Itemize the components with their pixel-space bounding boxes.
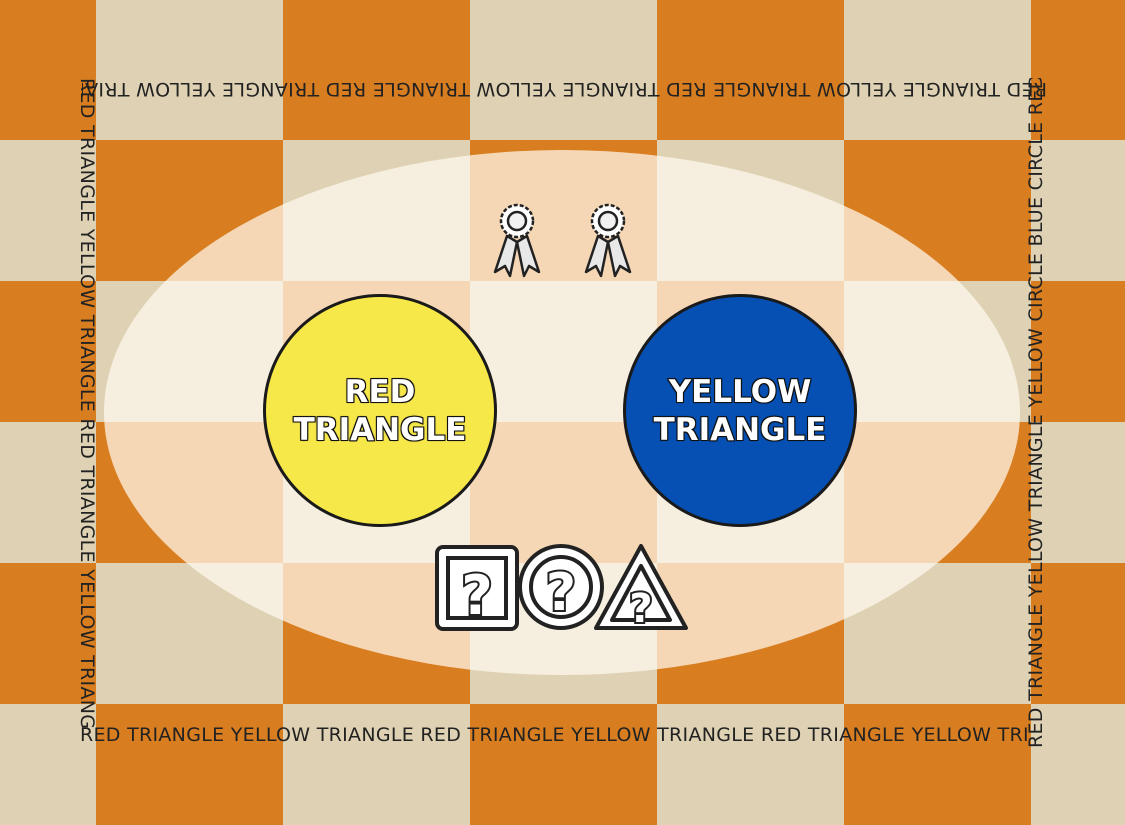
token-right-label: YELLOW TRIANGLE xyxy=(653,373,828,449)
board-tile xyxy=(283,0,470,140)
board-tile xyxy=(657,704,844,825)
question-glyph: ? xyxy=(461,564,492,627)
board-tile xyxy=(844,0,1031,140)
question-glyph: ? xyxy=(629,586,652,632)
track-top-label: RED TRIANGLE YELLOW TRIANGLE RED TRIANGL… xyxy=(82,78,1047,100)
board-tile xyxy=(0,140,96,281)
board-tile xyxy=(1031,281,1125,422)
track-left-label: RED TRIANGLE YELLOW TRIANGLE RED TRIANGL… xyxy=(76,78,98,728)
award-ribbon-icon xyxy=(493,203,541,278)
question-glyph: ? xyxy=(546,563,576,623)
board-tile xyxy=(1031,422,1125,563)
board-tile xyxy=(0,563,96,704)
board-tile xyxy=(1031,140,1125,281)
board-tile xyxy=(283,704,470,825)
track-right-label: RED TRIANGLE YELLOW TRIANGLE YELLOW CIRC… xyxy=(1025,78,1047,748)
question-square-icon[interactable]: ? xyxy=(434,544,520,632)
player-token-left[interactable]: RED TRIANGLE xyxy=(263,294,497,527)
board-tile xyxy=(657,0,844,140)
board-tile xyxy=(1031,704,1125,825)
question-circle-icon[interactable]: ? xyxy=(516,542,606,632)
board-tile xyxy=(0,0,96,140)
board-tile xyxy=(96,0,283,140)
board-tile xyxy=(1031,0,1125,140)
player-token-right[interactable]: YELLOW TRIANGLE xyxy=(623,294,857,527)
board-tile xyxy=(1031,563,1125,704)
board-tile xyxy=(96,704,283,825)
board-tile xyxy=(0,281,96,422)
board-tile xyxy=(470,704,657,825)
question-triangle-icon[interactable]: ? xyxy=(592,542,690,632)
award-ribbon-icon xyxy=(584,203,632,278)
track-bottom-label: RED TRIANGLE YELLOW TRIANGLE RED TRIANGL… xyxy=(80,724,1028,746)
board-tile xyxy=(0,422,96,563)
board-tile xyxy=(0,704,96,825)
board-tile xyxy=(470,0,657,140)
token-left-label: RED TRIANGLE xyxy=(293,373,468,449)
board-tile xyxy=(844,704,1031,825)
